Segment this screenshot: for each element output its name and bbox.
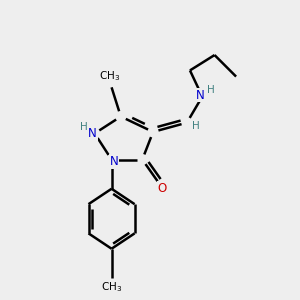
Text: H: H [192, 121, 200, 131]
Text: N: N [88, 127, 97, 140]
Text: H: H [207, 85, 215, 95]
Text: H: H [80, 122, 88, 132]
Text: O: O [158, 182, 167, 195]
Text: N: N [196, 88, 205, 101]
Text: CH$_3$: CH$_3$ [101, 280, 122, 294]
Text: CH$_3$: CH$_3$ [99, 69, 121, 83]
Text: N: N [110, 154, 118, 168]
